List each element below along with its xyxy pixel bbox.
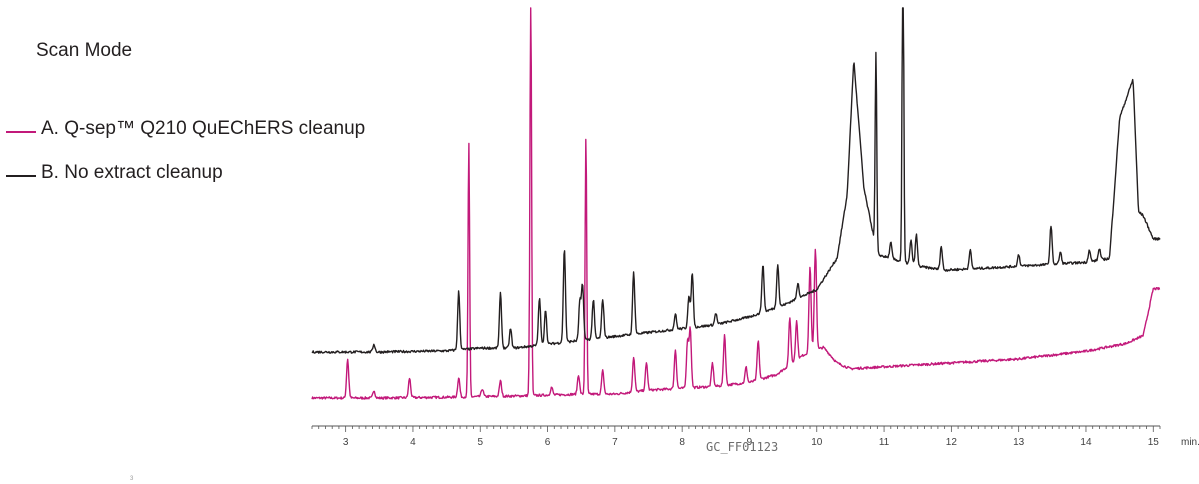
x-tick-label: 4: [410, 437, 416, 448]
x-tick-label: 12: [946, 437, 958, 448]
x-tick-label: 14: [1080, 437, 1092, 448]
x-tick-label: 9: [747, 437, 753, 448]
figure-id: GC_FF01123: [706, 440, 779, 454]
page-mark: 3: [130, 476, 134, 482]
x-tick-label: 13: [1013, 437, 1025, 448]
series-line-a: [311, 7, 1161, 400]
legend-swatch-series-a: [6, 131, 36, 133]
x-axis: 3 4 5 6 7 8 9 10 11 12 13 14 15 min.: [311, 425, 1199, 448]
x-tick-label: 10: [811, 437, 823, 448]
series-line-b: [311, 7, 1161, 354]
x-tick-label: 3: [343, 437, 349, 448]
x-tick-label: 8: [679, 437, 685, 448]
x-unit-label: min.: [1181, 437, 1199, 448]
series-layer: [311, 7, 1161, 400]
legend-swatch-series-b: [6, 175, 36, 177]
x-tick-label: 5: [477, 437, 483, 448]
legend-label-series-a: A. Q-sep™ Q210 QuEChERS cleanup: [41, 118, 366, 139]
chart-title: Scan Mode: [36, 40, 133, 61]
x-tick-label: 15: [1148, 437, 1160, 448]
x-tick-label: 11: [879, 437, 890, 448]
legend-label-series-b: B. No extract cleanup: [41, 162, 223, 183]
x-tick-label: 7: [612, 437, 618, 448]
x-tick-label: 6: [545, 437, 551, 448]
